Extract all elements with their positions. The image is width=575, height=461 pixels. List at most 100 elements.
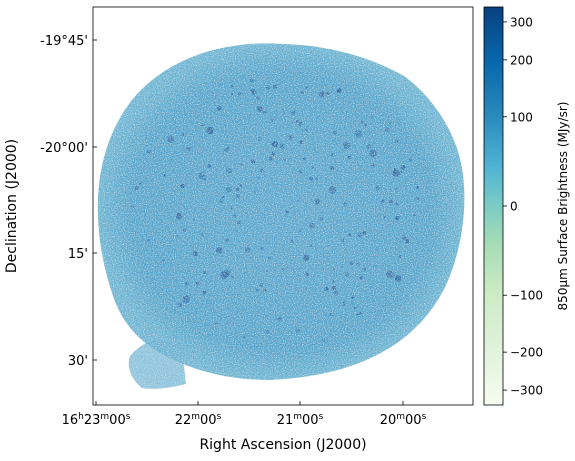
- compact-source: [271, 118, 275, 122]
- compact-source: [206, 126, 214, 135]
- compact-source: [351, 295, 355, 299]
- compact-source: [356, 262, 360, 266]
- compact-source: [193, 218, 196, 221]
- compact-sources: [131, 78, 420, 342]
- compact-source: [182, 295, 190, 304]
- compact-source: [277, 316, 282, 322]
- compact-source: [273, 84, 278, 89]
- compact-source: [231, 275, 234, 278]
- compact-source: [185, 281, 189, 286]
- compact-source: [219, 199, 223, 203]
- y-tick-label-1: -20°00': [40, 141, 88, 156]
- compact-source: [362, 231, 367, 235]
- compact-source: [183, 228, 186, 232]
- compact-source: [392, 171, 396, 175]
- compact-source: [221, 195, 225, 199]
- compact-source: [266, 270, 269, 273]
- compact-source: [332, 130, 337, 135]
- compact-source: [332, 280, 335, 283]
- compact-source: [366, 144, 372, 149]
- compact-source: [371, 163, 375, 167]
- compact-source: [175, 235, 178, 238]
- compact-source: [348, 233, 351, 237]
- compact-source: [279, 143, 285, 149]
- compact-source: [226, 186, 232, 193]
- compact-source: [167, 136, 174, 143]
- compact-source: [326, 91, 330, 95]
- colorbar-tick-label-3: 0: [510, 200, 518, 214]
- x-tick-label-0: 16h23m00s: [62, 412, 131, 428]
- compact-source: [309, 244, 313, 247]
- x-tick-label-2: 21m00s: [277, 412, 324, 428]
- compact-source: [193, 251, 198, 257]
- compact-source: [282, 268, 285, 271]
- map-field-main: [97, 43, 465, 381]
- x-tick-label-3: 20m00s: [380, 412, 427, 428]
- y-tick-label-2: 15': [68, 247, 88, 262]
- compact-source: [394, 215, 400, 221]
- colorbar-tick-label-2: 100: [510, 110, 533, 124]
- compact-source: [305, 86, 308, 89]
- compact-source: [375, 186, 380, 191]
- compact-source: [381, 199, 385, 203]
- compact-source: [319, 217, 324, 221]
- brightness-map: [97, 43, 465, 389]
- compact-source: [305, 272, 309, 277]
- compact-source: [260, 247, 264, 251]
- compact-source: [181, 133, 185, 136]
- compact-source: [356, 313, 359, 316]
- compact-source: [290, 239, 294, 243]
- compact-source: [198, 172, 206, 179]
- compact-source: [386, 270, 394, 279]
- compact-source: [395, 139, 399, 143]
- compact-source: [262, 110, 267, 114]
- compact-source: [240, 163, 243, 166]
- compact-source: [394, 274, 402, 282]
- compact-source: [331, 285, 337, 290]
- compact-source: [409, 158, 413, 162]
- compact-source: [388, 121, 392, 125]
- x-axis-label: Right Ascension (J2000): [199, 437, 366, 453]
- map-field-extension: [128, 339, 186, 389]
- compact-source: [311, 165, 315, 169]
- compact-source: [329, 312, 333, 316]
- compact-source: [203, 270, 207, 275]
- compact-source: [298, 170, 303, 174]
- compact-source: [259, 282, 264, 287]
- compact-source: [220, 271, 229, 279]
- compact-source: [226, 167, 233, 174]
- compact-source: [225, 238, 229, 242]
- colorbar-tick-label-1: 200: [510, 53, 533, 67]
- compact-source: [405, 239, 410, 244]
- compact-source: [215, 322, 218, 325]
- compact-source: [413, 213, 416, 217]
- compact-source: [202, 291, 206, 295]
- compact-source: [341, 238, 345, 242]
- compact-source: [268, 156, 273, 161]
- compact-source: [251, 89, 257, 94]
- compact-source: [299, 140, 304, 145]
- compact-source: [147, 150, 151, 154]
- compact-source: [319, 91, 325, 98]
- compact-source: [236, 220, 241, 225]
- compact-source: [333, 290, 339, 296]
- compact-source: [224, 147, 229, 153]
- compact-source: [395, 202, 399, 206]
- compact-source: [230, 85, 233, 88]
- compact-source: [315, 176, 319, 180]
- compact-source: [353, 306, 357, 310]
- compact-source: [344, 272, 350, 277]
- x-tick-label-1: 22m00s: [175, 412, 222, 428]
- compact-source: [242, 336, 245, 339]
- colorbar-label: 850μm Surface Brightness (MJy/sr): [556, 102, 570, 311]
- compact-source: [236, 194, 240, 198]
- compact-source: [393, 167, 397, 171]
- compact-source: [300, 90, 304, 94]
- compact-source: [369, 149, 377, 157]
- compact-source: [216, 105, 222, 111]
- compact-source: [309, 222, 315, 229]
- compact-source: [299, 229, 303, 232]
- compact-source: [177, 302, 183, 308]
- compact-source: [395, 187, 398, 191]
